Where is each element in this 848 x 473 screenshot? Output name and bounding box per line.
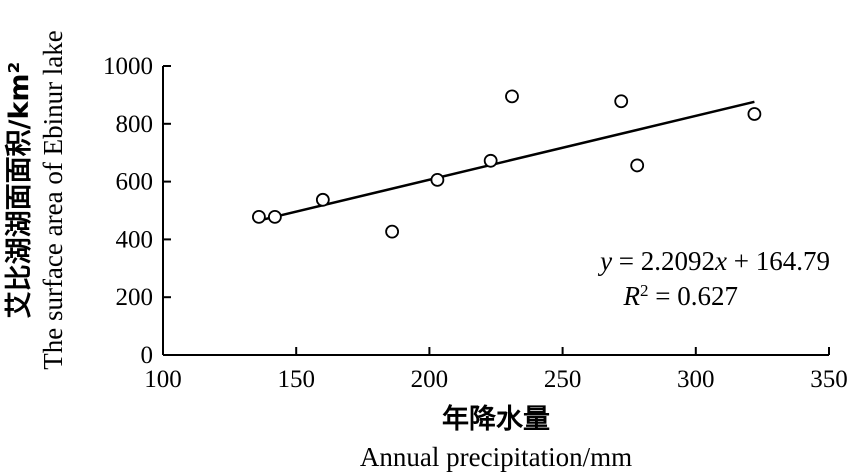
data-point — [267, 209, 282, 224]
data-point — [430, 172, 445, 187]
x-ticks: 100 150 200 250 300 350 — [144, 347, 848, 393]
r-squared-label: R2 = 0.627 — [623, 281, 738, 312]
data-points — [252, 89, 762, 239]
x-tick-label: 200 — [411, 366, 449, 393]
data-point — [505, 89, 519, 104]
x-axis-label: 年降水量 — [442, 403, 550, 435]
data-point — [630, 158, 645, 173]
y-axis-label-en: The surface area of Ebinur lake — [38, 30, 68, 370]
x-tick-label: 250 — [544, 366, 582, 393]
x-tick-label: 100 — [144, 366, 182, 393]
y-tick-label: 0 — [141, 342, 154, 369]
data-point — [315, 192, 330, 207]
y-axis-label: 艾比湖湖面面积/km² — [4, 62, 35, 319]
x-tick-label: 300 — [677, 366, 715, 393]
trendline-equation: y = 2.2092x + 164.79 — [597, 246, 830, 276]
x-tick-label: 350 — [810, 366, 848, 393]
data-point — [385, 224, 400, 239]
data-point — [252, 209, 266, 224]
y-tick-label: 800 — [116, 111, 154, 138]
x-axis-label-en: Annual precipitation/mm — [360, 442, 632, 472]
data-point — [483, 153, 498, 168]
y-ticks: 0 200 400 600 800 1000 — [103, 53, 171, 369]
y-tick-label: 400 — [116, 226, 154, 253]
y-tick-label: 200 — [116, 284, 154, 311]
data-point — [614, 94, 629, 109]
data-point — [747, 107, 762, 121]
y-tick-label: 600 — [116, 169, 154, 196]
trendline — [258, 100, 755, 222]
y-tick-label: 1000 — [103, 53, 153, 80]
x-tick-label: 150 — [277, 366, 315, 393]
